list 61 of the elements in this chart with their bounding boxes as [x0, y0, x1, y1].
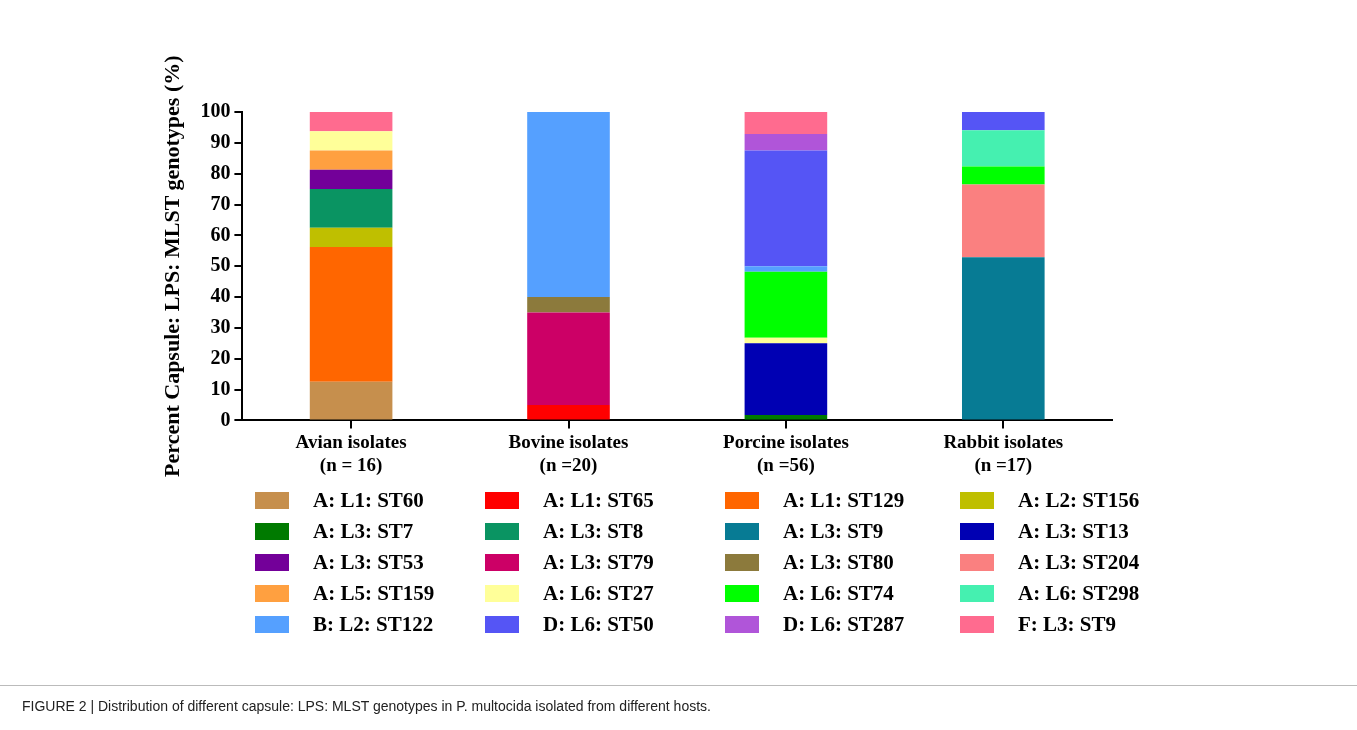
legend-label: A: L3: ST9 — [783, 518, 884, 544]
bar — [961, 184, 1045, 258]
y-tick-label: 70 — [210, 191, 231, 214]
caption: FIGURE 2 | Distribution of different capsule: LPS: MLST genotypes in P. multocida isolated from different hosts. — [22, 698, 711, 714]
y-tick-label: 10 — [210, 376, 231, 399]
bar — [309, 150, 393, 170]
bar — [527, 404, 610, 420]
legend-label: A: L5: ST159 — [313, 580, 435, 606]
legend-label: A: L1: ST65 — [543, 487, 654, 513]
bar — [961, 166, 1045, 185]
y-tick-label: 40 — [210, 284, 231, 307]
bar — [744, 112, 828, 134]
y-tick-label: 0 — [220, 407, 231, 430]
bar — [744, 266, 828, 272]
bar — [744, 271, 828, 338]
y-tick-label: 80 — [210, 160, 231, 183]
bar — [309, 131, 393, 151]
legend-label: A: L2: ST156 — [1018, 487, 1140, 513]
bar — [309, 189, 393, 228]
legend-label: A: L3: ST53 — [313, 549, 424, 575]
bar — [744, 337, 828, 344]
legend-label: D: L6: ST50 — [543, 611, 654, 637]
bar — [309, 227, 393, 247]
legend-label: A: L3: ST79 — [543, 549, 654, 575]
legend-label: A: L6: ST298 — [1018, 580, 1140, 606]
legend-label: A: L3: ST13 — [1018, 518, 1129, 544]
bar — [744, 150, 828, 267]
legend-label: A: L1: ST60 — [313, 487, 424, 513]
x-tick-label: Bovine isolates (n =20) — [508, 430, 629, 476]
bar — [527, 312, 610, 405]
y-axis-title: Percent Capsule: LPS: MLST genotypes (%) — [158, 55, 184, 477]
legend-label: A: L1: ST129 — [783, 487, 905, 513]
bar — [961, 257, 1045, 420]
legend-label: A: L3: ST7 — [313, 518, 414, 544]
y-tick-label: 90 — [210, 130, 231, 153]
bar — [744, 133, 828, 151]
bar — [527, 112, 610, 298]
y-tick-label: 60 — [210, 222, 231, 245]
bar — [527, 297, 610, 313]
legend-label: A: L6: ST27 — [543, 580, 654, 606]
bar — [309, 169, 393, 190]
y-tick-label: 50 — [210, 253, 231, 276]
bar — [744, 343, 828, 415]
legend-label: F: L3: ST9 — [1018, 611, 1117, 637]
legend-label: A: L3: ST204 — [1018, 549, 1140, 575]
bar — [309, 246, 393, 382]
bar — [961, 130, 1045, 167]
legend-label: A: L3: ST80 — [783, 549, 894, 575]
y-tick-label: 30 — [210, 315, 231, 338]
legend-label: D: L6: ST287 — [783, 611, 905, 637]
bar — [309, 381, 393, 420]
x-tick-label: Rabbit isolates (n =17) — [943, 430, 1064, 476]
legend-label: A: L3: ST8 — [543, 518, 644, 544]
legend-label: A: L6: ST74 — [783, 580, 894, 606]
bar — [309, 112, 393, 132]
bar — [961, 112, 1045, 131]
y-tick-label: 100 — [200, 99, 231, 122]
y-tick-label: 20 — [210, 345, 231, 368]
x-tick-label: Porcine isolates (n =56) — [723, 430, 849, 476]
legend-label: B: L2: ST122 — [313, 611, 434, 637]
x-tick-label: Avian isolates (n = 16) — [295, 430, 407, 476]
